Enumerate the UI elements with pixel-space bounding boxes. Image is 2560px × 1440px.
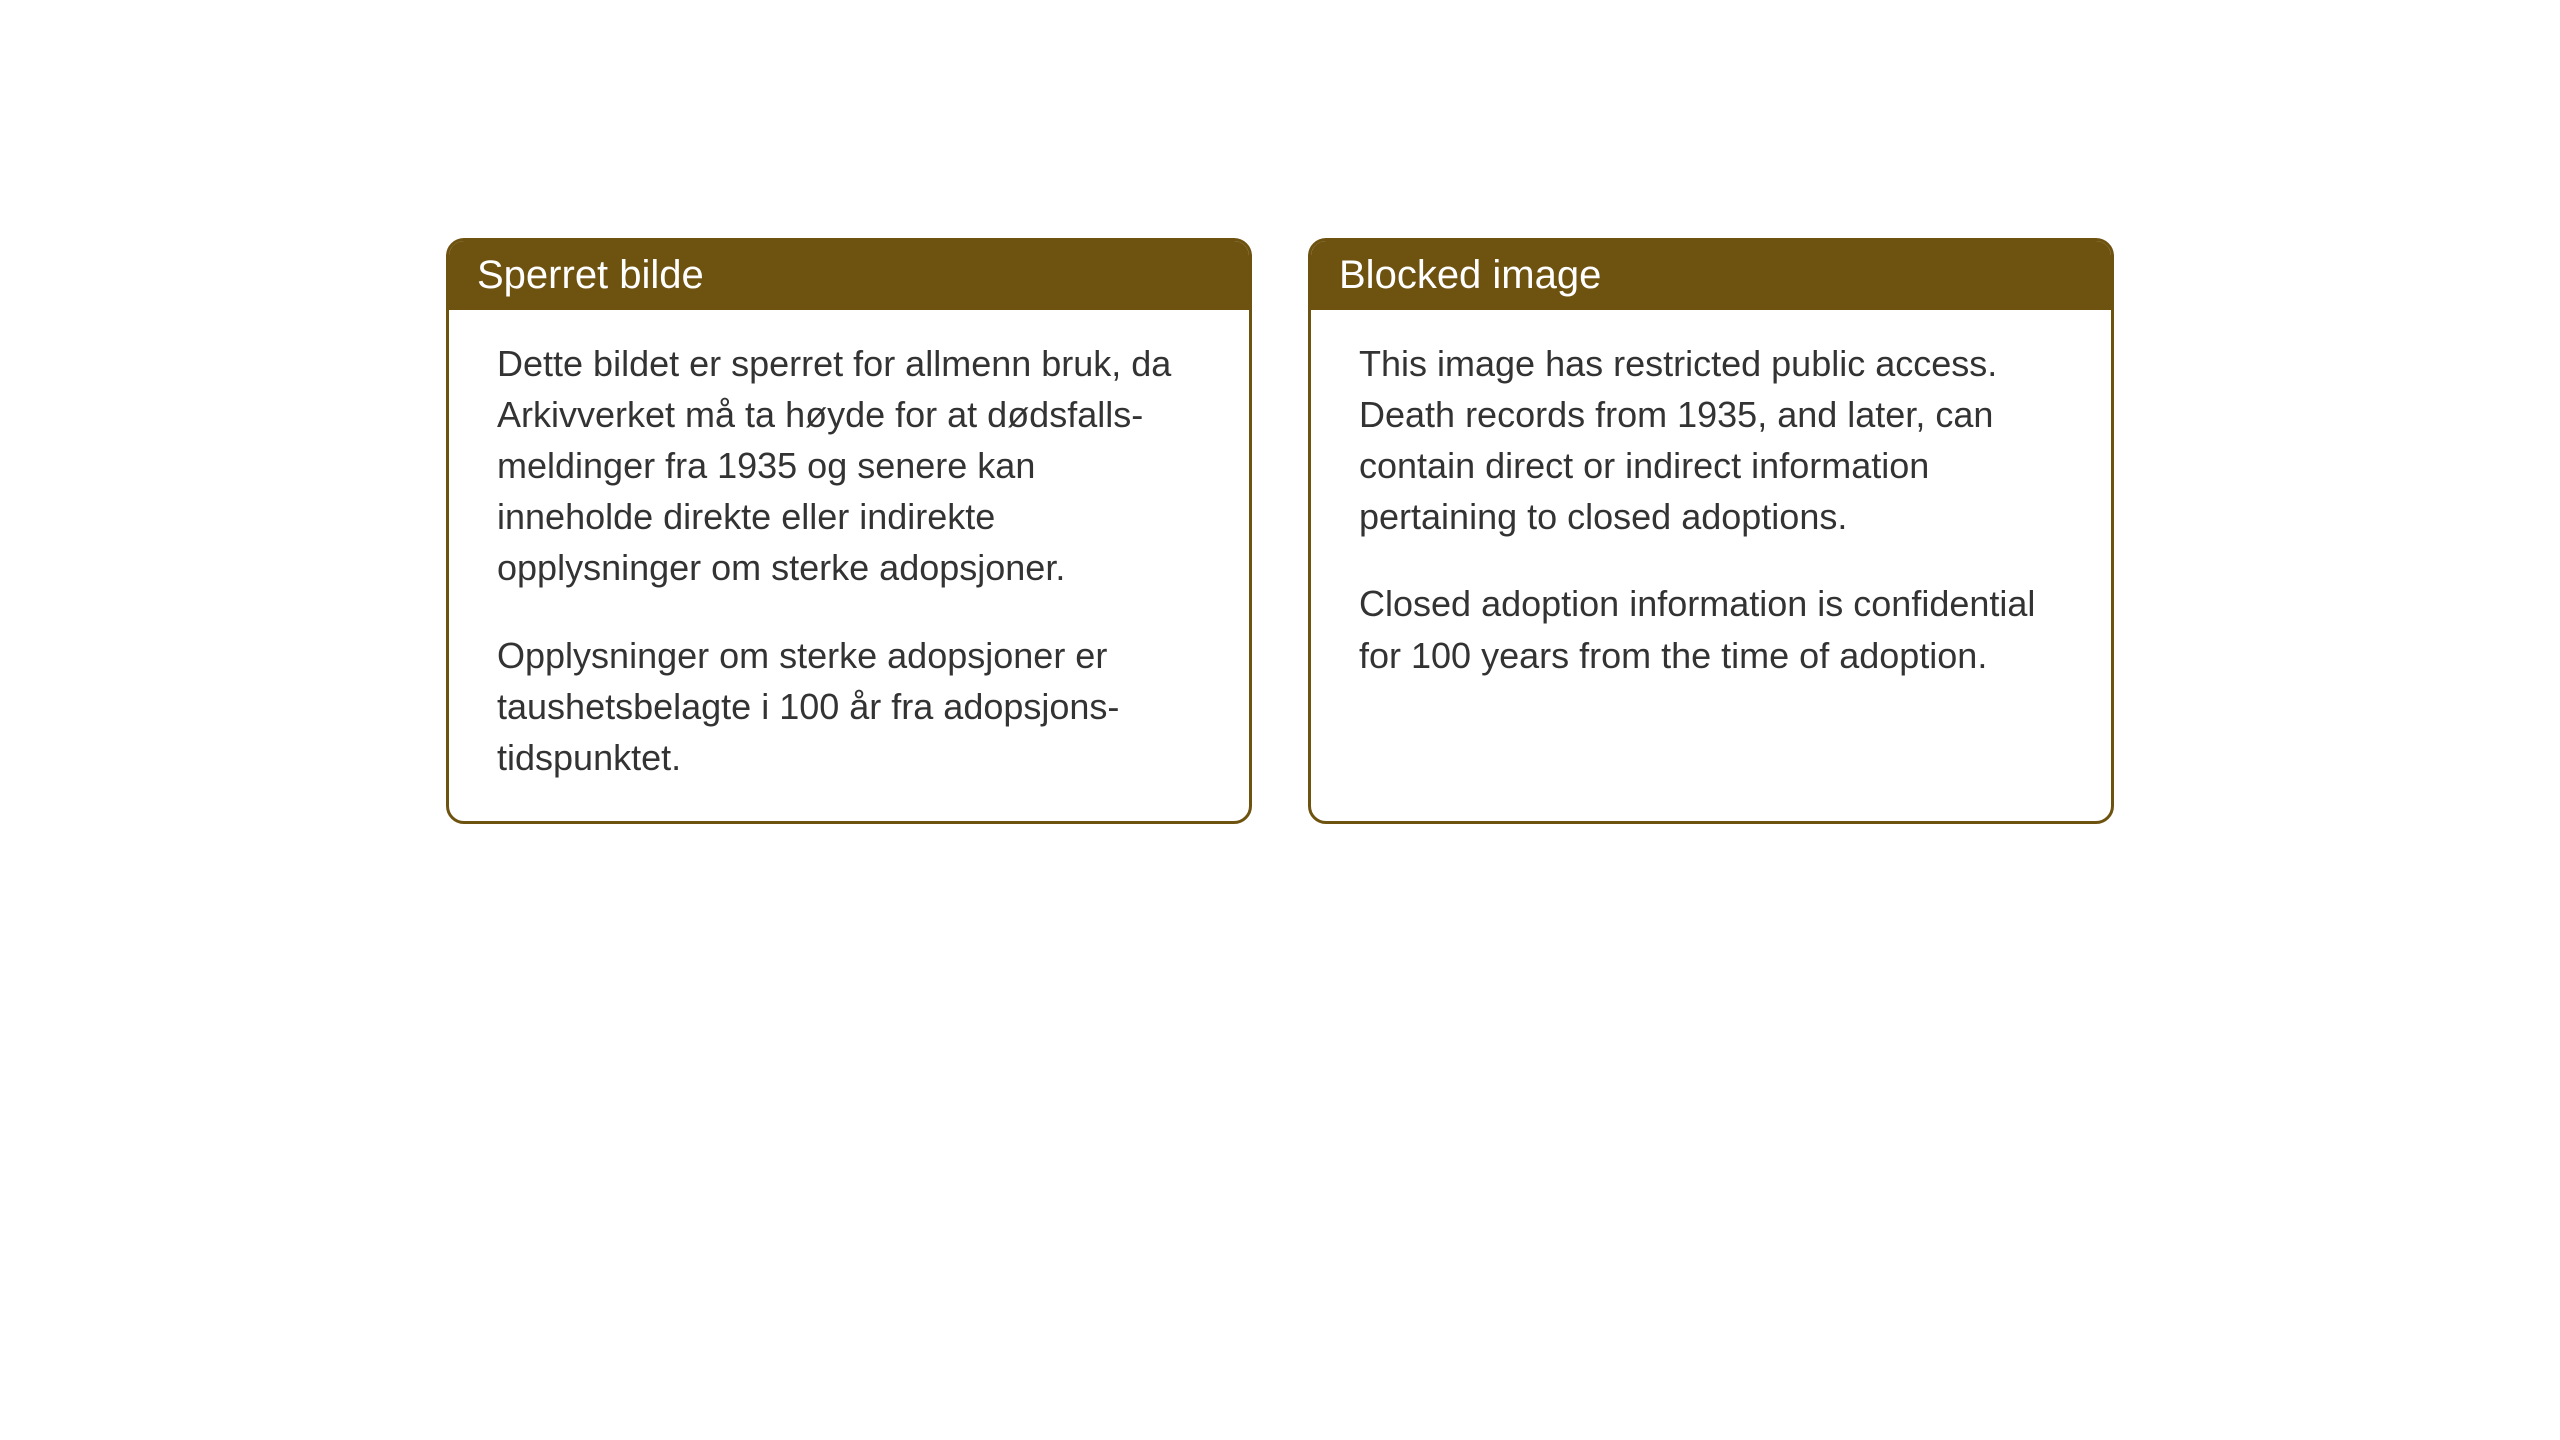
card-norwegian-paragraph-2: Opplysninger om sterke adopsjoner er tau…	[497, 630, 1201, 783]
card-english-paragraph-1: This image has restricted public access.…	[1359, 338, 2063, 542]
card-english-title: Blocked image	[1339, 253, 1601, 297]
card-norwegian-paragraph-1: Dette bildet er sperret for allmenn bruk…	[497, 338, 1201, 594]
card-norwegian-header: Sperret bilde	[449, 241, 1249, 310]
card-english-body: This image has restricted public access.…	[1311, 310, 2111, 746]
card-norwegian-title: Sperret bilde	[477, 253, 704, 297]
card-norwegian-body: Dette bildet er sperret for allmenn bruk…	[449, 310, 1249, 821]
card-norwegian: Sperret bilde Dette bildet er sperret fo…	[446, 238, 1252, 824]
cards-container: Sperret bilde Dette bildet er sperret fo…	[446, 238, 2114, 824]
card-english-header: Blocked image	[1311, 241, 2111, 310]
card-english-paragraph-2: Closed adoption information is confident…	[1359, 578, 2063, 680]
card-english: Blocked image This image has restricted …	[1308, 238, 2114, 824]
